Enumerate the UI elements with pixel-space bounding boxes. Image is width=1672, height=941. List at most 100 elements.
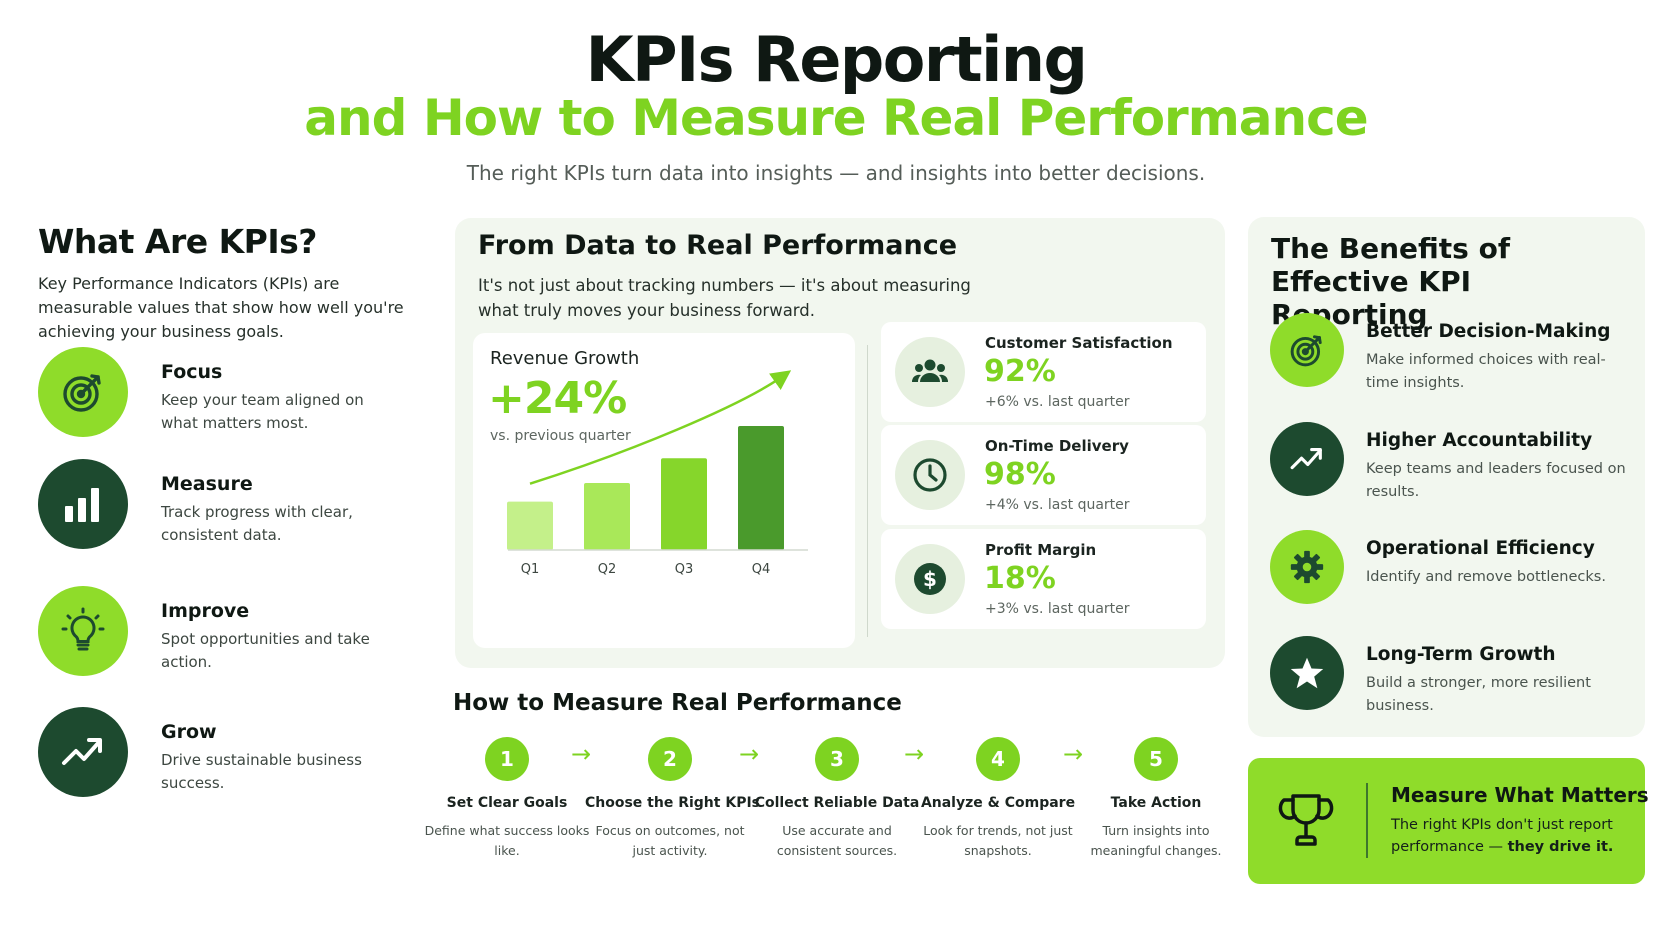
page-title: KPIs Reporting [585, 23, 1088, 96]
benefit-desc: Build a stronger, more resilient busines… [1366, 675, 1591, 714]
step-title: Take Action [1110, 795, 1202, 811]
stat-value: 98% [984, 457, 1056, 492]
bar-chart-icon [38, 459, 128, 549]
kpi-item-title: Focus [161, 361, 223, 383]
cta-description: The right KPIs don't just report perform… [1391, 814, 1631, 858]
cta-divider [1366, 783, 1368, 858]
what-are-kpis-heading: What Are KPIs? [38, 222, 317, 261]
target-icon [38, 347, 128, 437]
stat-card-customer-satisfaction: Customer Satisfaction 92% +6% vs. last q… [881, 322, 1206, 422]
arrow-right-icon: → [904, 740, 925, 768]
x-tick-label: Q4 [752, 562, 771, 577]
step-number: 3 [815, 737, 859, 781]
stat-card-on-time-delivery: On-Time Delivery 98% +4% vs. last quarte… [881, 425, 1206, 525]
benefit-desc: Keep teams and leaders focused on result… [1366, 461, 1626, 500]
step-2: 2 Choose the Right KPIs Focus on outcome… [585, 737, 760, 861]
chart-title: Revenue Growth [490, 348, 640, 369]
benefit-decision-making: Better Decision-Making Make informed cho… [1270, 313, 1640, 393]
kpi-item-title: Measure [161, 473, 253, 495]
step-desc: Define what success looks like. [424, 823, 590, 858]
stat-change: +4% vs. last quarter [985, 497, 1130, 513]
cta-title: Measure What Matters [1391, 783, 1649, 807]
cta-desc-start: The right KPIs don't just report perform… [1391, 817, 1613, 855]
target-icon [1270, 313, 1344, 387]
arrow-right-icon: → [739, 740, 760, 768]
step-number: 4 [976, 737, 1020, 781]
kpi-item-desc: Track progress with clear, consistent da… [161, 503, 353, 544]
kpi-item-improve: Improve Spot opportunities and take acti… [38, 586, 418, 678]
benefit-title: Higher Accountability [1366, 430, 1593, 451]
step-title: Set Clear Goals [446, 795, 568, 811]
benefit-title: Long-Term Growth [1366, 644, 1556, 665]
step-desc: Look for trends, not just snapshots. [923, 823, 1073, 858]
how-to-measure-heading: How to Measure Real Performance [453, 690, 902, 716]
stat-label: Customer Satisfaction [985, 334, 1173, 352]
stat-label: On-Time Delivery [985, 437, 1129, 455]
chart-headline-sub: vs. previous quarter [490, 428, 631, 444]
star-icon [1270, 636, 1344, 710]
cta-desc-bold: they drive it. [1507, 839, 1614, 855]
bar-q1 [507, 501, 553, 550]
kpi-item-desc: Drive sustainable business success. [161, 751, 362, 792]
revenue-growth-chart: Q1 Q2 Q3 Q4 [507, 370, 808, 577]
trend-up-icon [1270, 422, 1344, 496]
stat-card-profit-margin: $ Profit Margin 18% +3% vs. last quarter [881, 529, 1206, 629]
step-desc: Turn insights into meaningful changes. [1090, 823, 1222, 858]
step-number: 1 [485, 737, 529, 781]
trophy-icon [1277, 790, 1335, 856]
step-title: Choose the Right KPIs [585, 795, 760, 811]
trend-up-icon [38, 707, 128, 797]
step-number: 5 [1134, 737, 1178, 781]
kpi-item-desc: Spot opportunities and take action. [161, 630, 370, 671]
stat-change: +6% vs. last quarter [985, 394, 1130, 410]
step-1: 1 Set Clear Goals Define what success lo… [422, 737, 592, 861]
step-3: 3 Collect Reliable Data Use accurate and… [752, 737, 922, 861]
x-tick-label: Q2 [598, 562, 617, 577]
kpi-item-title: Grow [161, 721, 217, 743]
step-5: 5 Take Action Turn insights into meaning… [1071, 737, 1241, 861]
arrow-right-icon: → [1063, 740, 1084, 768]
arrow-right-icon: → [571, 740, 592, 768]
what-are-kpis-description: Key Performance Indicators (KPIs) are me… [38, 274, 404, 341]
step-4: 4 Analyze & Compare Look for trends, not… [913, 737, 1083, 861]
step-title: Collect Reliable Data [754, 795, 920, 811]
step-title: Analyze & Compare [920, 795, 1076, 811]
panel-divider [867, 345, 868, 637]
clock-icon [895, 440, 965, 510]
benefit-desc: Identify and remove bottlenecks. [1366, 569, 1606, 585]
users-icon [895, 337, 965, 407]
chart-headline-value: +24% [488, 373, 627, 424]
bar-q4 [738, 426, 784, 550]
stat-change: +3% vs. last quarter [985, 601, 1130, 617]
benefit-growth: Long-Term Growth Build a stronger, more … [1270, 636, 1640, 716]
page-tagline: The right KPIs turn data into insights —… [466, 161, 1206, 185]
step-number: 2 [648, 737, 692, 781]
benefit-title: Better Decision-Making [1366, 321, 1611, 342]
step-desc: Focus on outcomes, not just activity. [595, 823, 745, 858]
stat-value: 18% [984, 561, 1056, 596]
benefit-desc: Make informed choices with real-time ins… [1366, 352, 1606, 391]
svg-text:$: $ [923, 567, 937, 591]
kpi-item-focus: Focus Keep your team aligned on what mat… [38, 347, 418, 439]
benefit-title: Operational Efficiency [1366, 538, 1595, 559]
dollar-icon: $ [895, 544, 965, 614]
benefit-accountability: Higher Accountability Keep teams and lea… [1270, 422, 1640, 502]
data-to-performance-heading: From Data to Real Performance [478, 230, 958, 261]
x-tick-label: Q3 [675, 562, 694, 577]
bar-q2 [584, 483, 630, 550]
kpi-item-desc: Keep your team aligned on what matters m… [161, 391, 364, 432]
stat-label: Profit Margin [985, 541, 1097, 559]
kpi-item-title: Improve [161, 600, 250, 622]
page-subtitle: and How to Measure Real Performance [304, 89, 1368, 147]
data-to-performance-description: It's not just about tracking numbers — i… [478, 276, 971, 320]
gear-icon [1270, 530, 1344, 604]
x-tick-label: Q1 [521, 562, 540, 577]
kpi-item-measure: Measure Track progress with clear, consi… [38, 459, 418, 551]
benefit-efficiency: Operational Efficiency Identify and remo… [1270, 530, 1640, 610]
kpi-item-grow: Grow Drive sustainable business success. [38, 707, 418, 799]
stat-value: 92% [984, 354, 1056, 389]
lightbulb-icon [38, 586, 128, 676]
bar-q3 [661, 458, 707, 550]
step-desc: Use accurate and consistent sources. [776, 823, 898, 858]
trend-line [529, 370, 792, 485]
